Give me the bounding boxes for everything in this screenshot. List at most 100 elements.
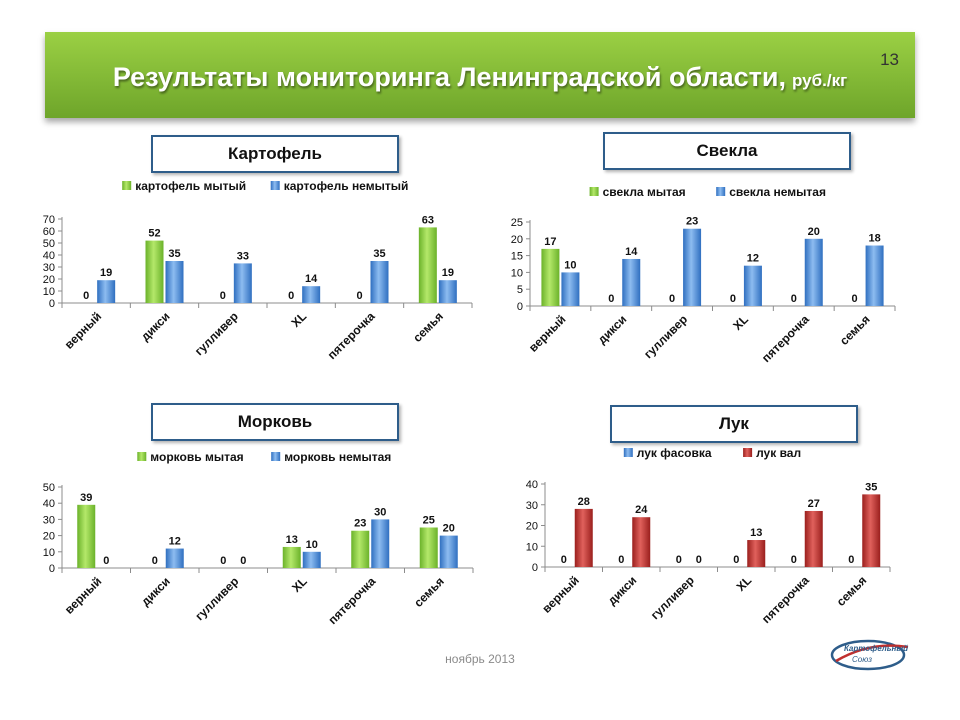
onion-y-tick-label: 10	[526, 541, 538, 553]
potato-y-tick-label: 40	[43, 250, 55, 262]
beet-y-tick-label: 10	[511, 267, 523, 279]
carrot-data-label: 0	[152, 555, 158, 567]
carrot-data-label: 20	[443, 523, 455, 535]
onion-y-tick-label: 0	[532, 562, 538, 574]
potato-y-tick-label: 60	[43, 226, 55, 238]
beet-data-label: 0	[669, 293, 675, 305]
kartofelny-soyuz-logo: Картофельный Союз	[830, 639, 909, 671]
potato-category-label: дикси	[138, 309, 173, 344]
carrot-bar	[439, 535, 458, 568]
potato-bar	[418, 227, 437, 303]
potato-legend-label: картофель мытый	[135, 179, 246, 193]
potato-y-tick-label: 30	[43, 262, 55, 274]
beet-bar	[743, 265, 762, 306]
potato-data-label: 0	[288, 290, 294, 302]
beet-data-label: 0	[852, 293, 858, 305]
beet-data-label: 0	[608, 293, 614, 305]
onion-category-label: дикси	[605, 573, 640, 608]
carrot-data-label: 23	[354, 518, 366, 530]
potato-data-label: 19	[100, 267, 112, 279]
slide-number: 13	[880, 50, 899, 69]
beet-data-label: 17	[544, 236, 556, 248]
potato-bar	[97, 280, 116, 303]
onion-bar	[632, 517, 651, 567]
carrot-data-label: 0	[220, 555, 226, 567]
chart-title-onion: Лук	[610, 405, 858, 443]
beet-category-label: XL	[730, 312, 751, 333]
potato-category-label: XL	[289, 309, 310, 330]
potato-data-label: 19	[442, 267, 454, 279]
potato-data-label: 63	[422, 214, 434, 226]
beet-bar	[541, 248, 560, 306]
onion-category-label: семья	[834, 573, 870, 609]
potato-y-tick-label: 10	[43, 286, 55, 298]
onion-data-label: 0	[561, 554, 567, 566]
carrot-legend-label: морковь немытая	[284, 450, 391, 464]
carrot-data-label: 39	[80, 492, 92, 504]
logo-text-1: Картофельный	[844, 644, 908, 653]
onion-legend-label: лук вал	[756, 446, 801, 460]
carrot-bar	[302, 551, 321, 568]
beet-data-label: 0	[730, 293, 736, 305]
potato-category-label: верный	[62, 309, 105, 352]
potato-data-label: 0	[356, 290, 362, 302]
beet-bar	[804, 238, 823, 306]
carrot-category-label: верный	[62, 574, 105, 617]
carrot-category-label: пятерочка	[325, 574, 378, 627]
chart-title-carrot: Морковь	[151, 403, 399, 441]
carrot-category-label: гулливер	[192, 574, 241, 623]
beet-legend-swatch	[716, 187, 726, 196]
potato-data-label: 35	[168, 248, 180, 260]
onion-category-label: XL	[734, 573, 755, 594]
beet-data-label: 14	[625, 246, 638, 258]
beet-category-label: пятерочка	[759, 312, 812, 365]
potato-y-tick-label: 50	[43, 238, 55, 250]
potato-bar	[438, 280, 457, 303]
onion-data-label: 0	[618, 554, 624, 566]
carrot-legend-swatch	[137, 452, 147, 461]
onion-y-tick-label: 20	[526, 521, 538, 533]
carrot-legend-swatch	[271, 452, 281, 461]
potato-category-label: пятерочка	[325, 309, 378, 362]
potato-data-label: 33	[237, 250, 249, 262]
carrot-y-tick-label: 20	[43, 531, 55, 543]
potato-bar	[145, 240, 164, 303]
potato-category-label: семья	[410, 309, 446, 345]
beet-y-tick-label: 15	[511, 251, 523, 263]
onion-bar	[747, 540, 766, 567]
beet-legend-label: свекла немытая	[729, 185, 826, 199]
onion-category-label: верный	[539, 573, 582, 616]
beet-category-label: гулливер	[641, 312, 690, 361]
onion-data-label: 0	[848, 554, 854, 566]
potato-data-label: 52	[148, 228, 160, 240]
onion-data-label: 27	[808, 498, 820, 510]
onion-bar	[804, 510, 823, 567]
potato-bar	[370, 261, 389, 303]
onion-data-label: 0	[791, 554, 797, 566]
logo-text-2: Союз	[852, 655, 872, 664]
potato-data-label: 14	[305, 273, 318, 285]
beet-bar	[622, 258, 641, 306]
carrot-data-label: 30	[374, 506, 386, 518]
page-title-text: Результаты мониторинга Ленинградской обл…	[112, 62, 787, 92]
carrot-bar	[419, 527, 438, 568]
beet-data-label: 18	[868, 233, 880, 245]
carrot-bar	[282, 546, 301, 568]
carrot-category-label: семья	[411, 574, 447, 610]
carrot-y-tick-label: 50	[43, 482, 55, 494]
page-title-unit: руб./кг	[792, 71, 848, 90]
beet-y-tick-label: 25	[511, 217, 523, 229]
onion-data-label: 13	[750, 527, 762, 539]
onion-category-label: гулливер	[648, 573, 697, 622]
onion-data-label: 0	[696, 554, 702, 566]
potato-bar	[302, 286, 321, 303]
carrot-bar	[165, 548, 184, 568]
beet-bar	[865, 245, 884, 306]
beet-data-label: 12	[747, 253, 759, 265]
carrot-bar	[77, 504, 96, 568]
onion-y-tick-label: 30	[526, 500, 538, 512]
beet-data-label: 0	[791, 293, 797, 305]
beet-category-label: семья	[837, 312, 873, 348]
carrot-bar	[351, 530, 370, 568]
